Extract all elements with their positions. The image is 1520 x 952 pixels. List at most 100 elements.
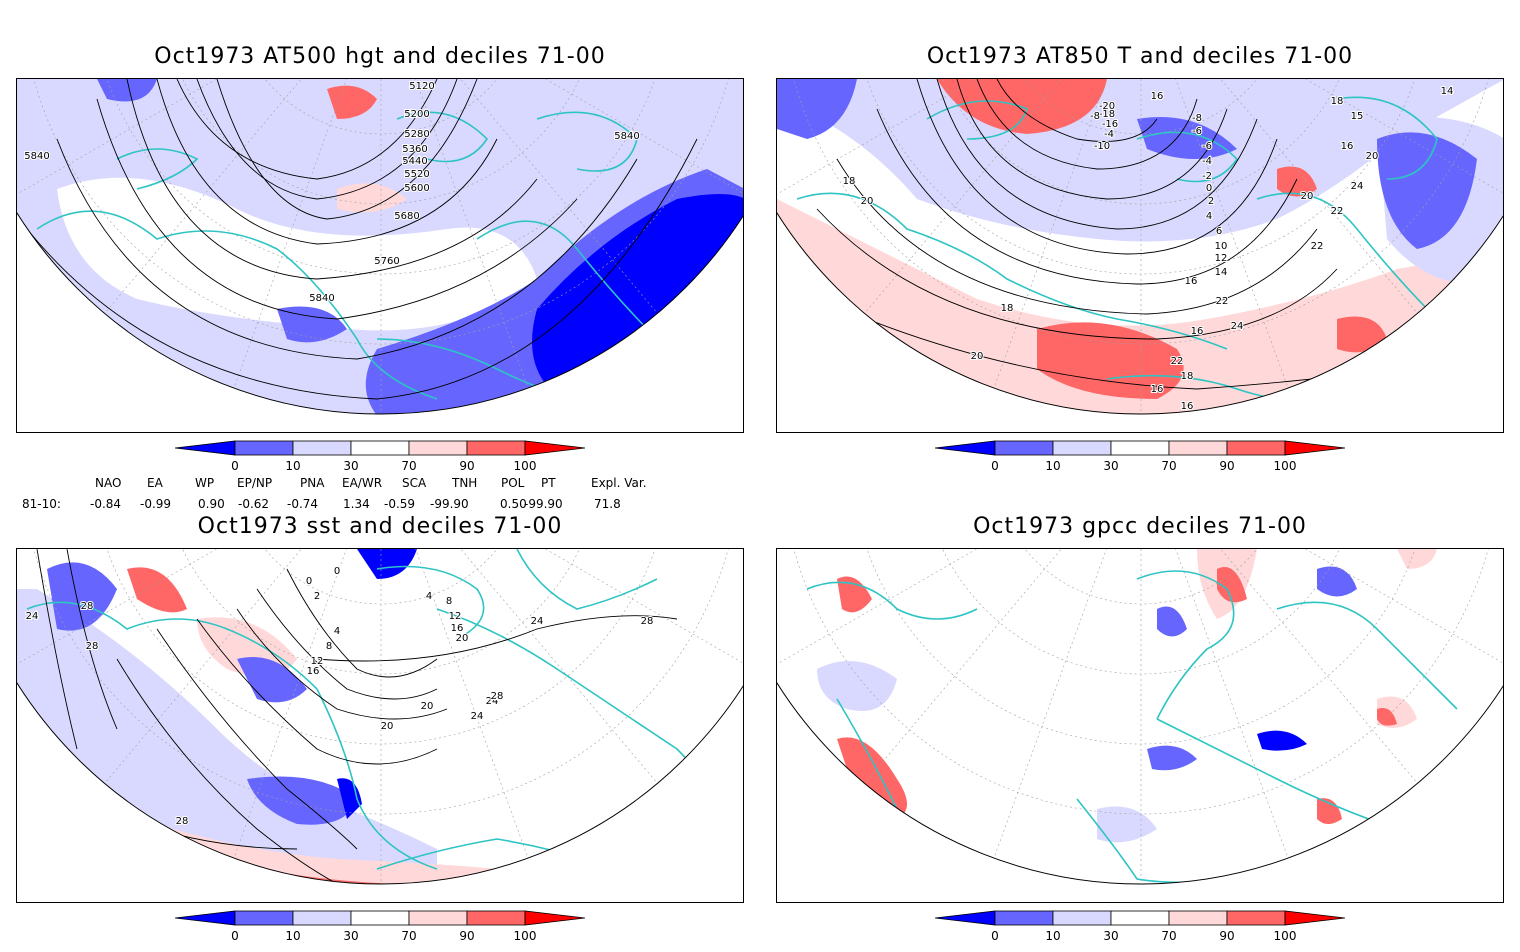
contour-label: 16 xyxy=(1181,401,1194,412)
decile-shade xyxy=(1317,566,1357,597)
index-value: 0.90 xyxy=(198,497,225,511)
colorbar-canvas: 0 10 30 70 90 100 xyxy=(934,440,1346,473)
contour-label: 22 xyxy=(1311,241,1324,252)
colorbar-arrow-high xyxy=(524,440,586,456)
colorbar-segment xyxy=(1110,910,1170,926)
map-edge xyxy=(777,681,1503,885)
colorbar-segment xyxy=(1052,910,1112,926)
contour-label: 16 xyxy=(1341,141,1354,152)
colorbar-tick-label: 30 xyxy=(343,459,358,473)
colorbar-segment xyxy=(1168,440,1228,456)
contour-label: -4 xyxy=(1202,156,1212,167)
contour-label: 5840 xyxy=(309,293,334,304)
contour-label: 28 xyxy=(86,641,99,652)
contour-label: 12 xyxy=(311,656,324,667)
contour-lines xyxy=(26,79,698,400)
graticule xyxy=(17,79,743,414)
contour-label: -8 xyxy=(1090,111,1100,122)
panel-title-t850: Oct1973 AT850 T and deciles 71-00 xyxy=(926,44,1354,69)
index-header: PNA xyxy=(300,476,325,490)
decile-shade xyxy=(327,85,377,119)
colorbar-tick-label: 70 xyxy=(1161,929,1176,943)
decile-shade xyxy=(1147,745,1197,771)
decile-shade xyxy=(1377,132,1477,249)
colorbar-segment xyxy=(1110,440,1170,456)
contour-label: 4 xyxy=(426,591,432,602)
index-value: 1.34 xyxy=(343,497,370,511)
colorbar-segment xyxy=(466,440,526,456)
contour-label: 22 xyxy=(1216,296,1229,307)
colorbar-segment xyxy=(994,910,1054,926)
index-header: Expl. Var. xyxy=(591,476,647,490)
decile-shade xyxy=(1257,730,1307,751)
contour-label: 5760 xyxy=(374,256,399,267)
teleconnection-indices: NAO EA WP EP/NP PNA EA/WR SCA TNH POL PT… xyxy=(0,472,700,516)
index-header: NAO xyxy=(95,476,122,490)
colorbar-segment xyxy=(292,910,352,926)
decile-shade xyxy=(357,549,417,579)
contour-label: 14 xyxy=(1441,86,1454,97)
panel-title-sst: Oct1973 sst and deciles 71-00 xyxy=(197,514,563,539)
index-header: WP xyxy=(195,476,215,490)
contour-label: 5840 xyxy=(614,131,639,142)
contour-label: -2 xyxy=(1202,171,1212,182)
contour-label: 15 xyxy=(1351,111,1364,122)
index-value: 71.8 xyxy=(594,497,621,511)
colorbar-tick-label: 30 xyxy=(1103,459,1118,473)
decile-shade xyxy=(1397,549,1437,569)
decile-shade xyxy=(1317,798,1342,824)
index-header: POL xyxy=(501,476,525,490)
contour-label: -18 xyxy=(1099,109,1115,120)
colorbar-tick-label: 90 xyxy=(1219,459,1234,473)
contour-label: 20 xyxy=(971,351,984,362)
colorbar-arrow-low xyxy=(934,440,996,456)
colorbar-arrow-low xyxy=(174,440,236,456)
colorbar-canvas: 0 10 30 70 90 100 xyxy=(174,910,586,943)
colorbar-tick-label: 70 xyxy=(401,929,416,943)
index-value: -0.74 xyxy=(287,497,319,511)
contour-label: 20 xyxy=(421,701,434,712)
decile-shade xyxy=(1337,316,1387,353)
colorbar-gpcc: 0 10 30 70 90 100 xyxy=(934,908,1346,948)
colorbar-tick-label: 100 xyxy=(1274,459,1297,473)
contour-label: 14 xyxy=(1215,267,1228,278)
contour-label: 28 xyxy=(491,691,504,702)
contour-label: 18 xyxy=(1331,96,1344,107)
decile-shade xyxy=(777,79,857,139)
contour-label: -10 xyxy=(1094,141,1110,152)
colorbar-tick-label: 90 xyxy=(459,459,474,473)
contour-label: 6 xyxy=(1216,226,1222,237)
contour-label: 20 xyxy=(861,196,874,207)
colorbar-tick-label: 70 xyxy=(1161,459,1176,473)
contour-label: 16 xyxy=(1191,326,1204,337)
colorbar-tick-label: 30 xyxy=(343,929,358,943)
contour-label: 18 xyxy=(1181,371,1194,382)
contour-label: 24 xyxy=(26,611,39,622)
contour-label: 5600 xyxy=(404,183,429,194)
colorbar-tick-label: 10 xyxy=(1045,459,1060,473)
contour-label: 5360 xyxy=(402,144,427,155)
colorbar-tick-label: 0 xyxy=(991,929,999,943)
index-header: PT xyxy=(541,476,556,490)
contour-label: 20 xyxy=(456,633,469,644)
index-value: -0.84 xyxy=(90,497,122,511)
colorbar-tick-label: 10 xyxy=(285,929,300,943)
contour-label: 24 xyxy=(486,696,499,707)
colorbar-t850: 0 10 30 70 90 100 xyxy=(934,438,1346,478)
contour-label: 28 xyxy=(641,616,654,627)
contour-label: 24 xyxy=(471,711,484,722)
decile-shade xyxy=(1037,322,1184,399)
contour-label: 24 xyxy=(1231,321,1244,332)
colorbar-segment xyxy=(292,440,352,456)
contour-label: -16 xyxy=(1102,119,1118,130)
panel-title-gpcc: Oct1973 gpcc deciles 71-00 xyxy=(973,514,1307,539)
contour-label: -4 xyxy=(1104,129,1114,140)
contour-label: 20 xyxy=(1366,151,1379,162)
colorbar-segment xyxy=(408,910,468,926)
colorbar-tick-label: 100 xyxy=(1274,929,1297,943)
contour-label: 16 xyxy=(451,623,464,634)
colorbar-tick-label: 0 xyxy=(991,459,999,473)
map-canvas xyxy=(777,549,1503,885)
coastlines xyxy=(26,549,738,870)
